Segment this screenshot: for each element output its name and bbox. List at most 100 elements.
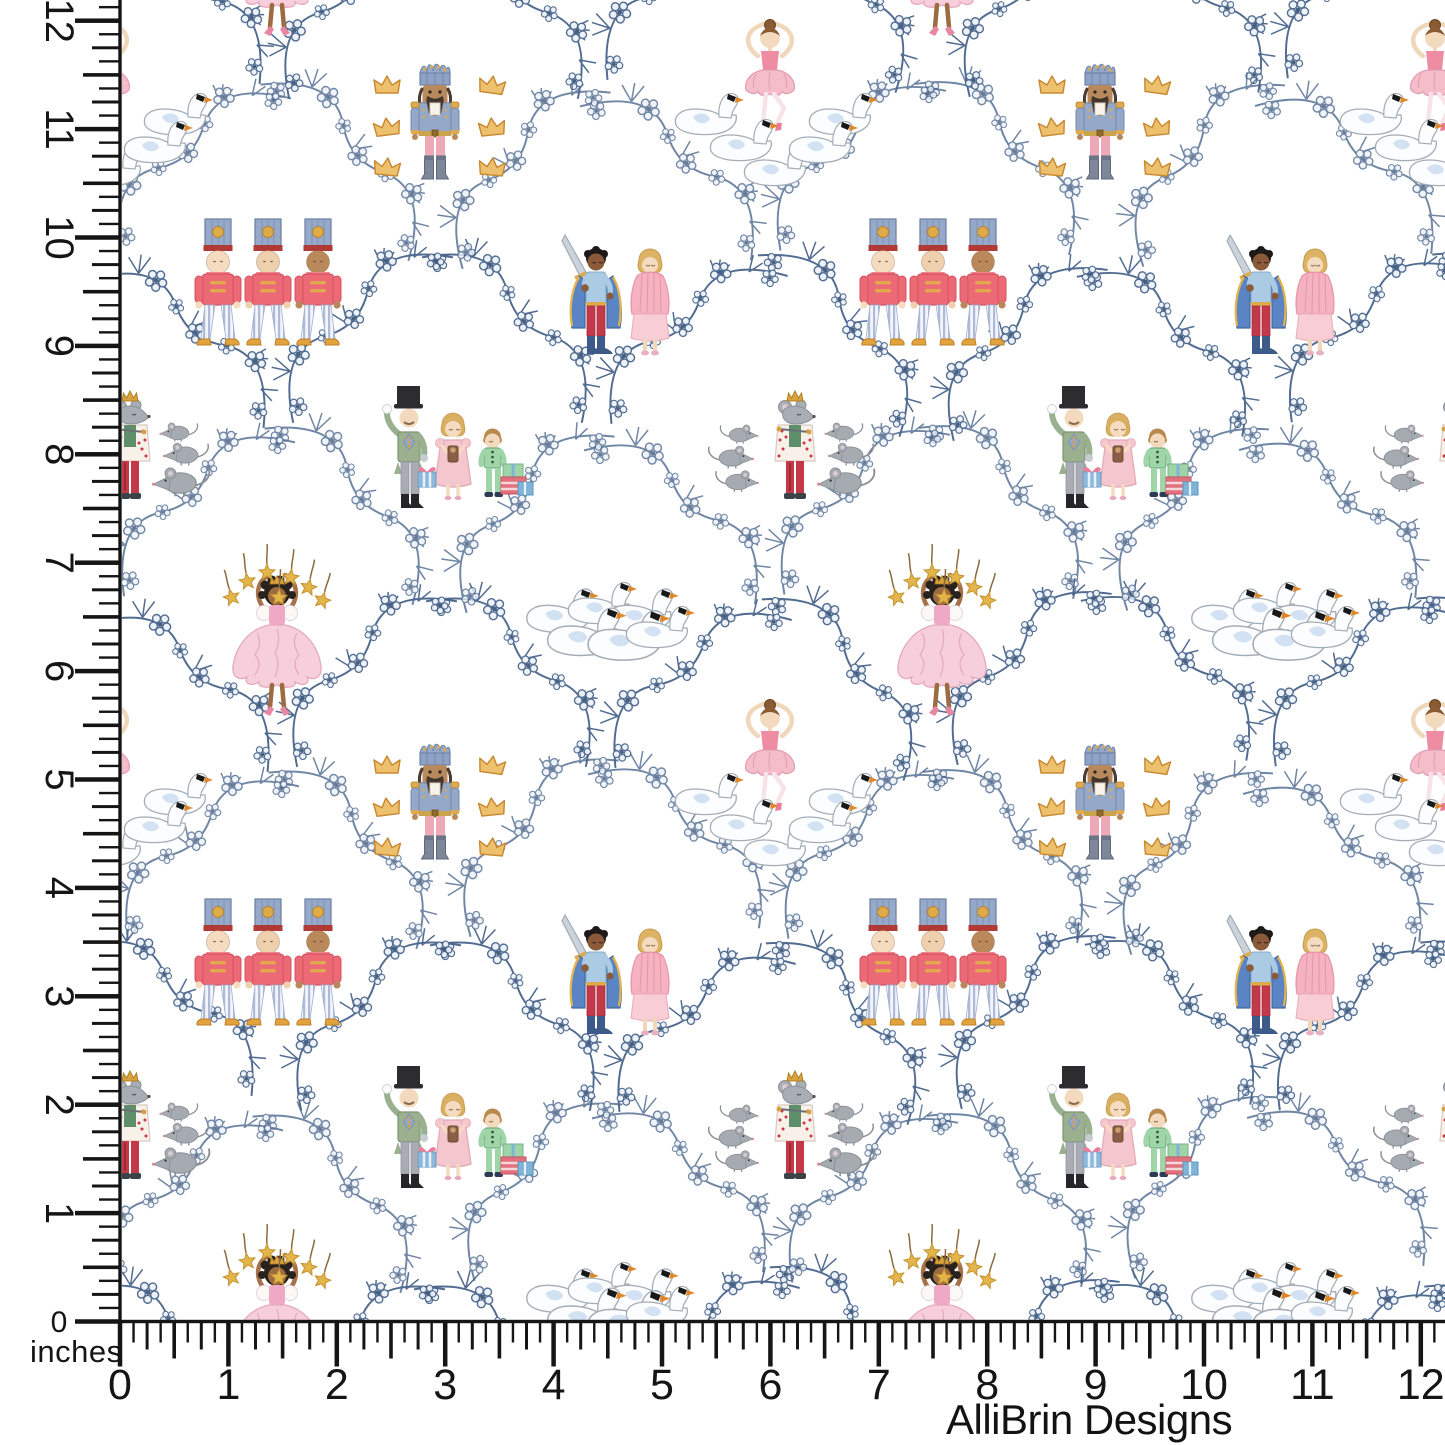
mouse-icon: [1380, 1150, 1425, 1173]
star-icon: [215, 567, 242, 607]
crown-icon: [1037, 115, 1067, 138]
swan-icon: [674, 92, 745, 136]
ballerina-with-swans-motif: [674, 20, 879, 187]
vertical-ruler-number: 9: [37, 335, 81, 357]
crown-icon: [372, 795, 402, 818]
crown-icon: [372, 155, 402, 178]
swan-icon: [674, 772, 745, 816]
nutcracker-with-crowns-motif: [1037, 62, 1172, 181]
mouse-icon: [1372, 1125, 1420, 1150]
crown-icon: [372, 835, 402, 858]
toy-soldiers-motif: [859, 218, 1007, 346]
star-icon: [923, 543, 941, 581]
star-icon: [258, 1223, 276, 1261]
floral-garland-icon: [580, 917, 796, 1112]
swan-flock-motif: [1191, 1261, 1361, 1321]
sugar-plum-fairy-motif: [880, 1223, 1004, 1321]
ruler-units-label: inches: [30, 1334, 123, 1369]
toy-soldiers-motif: [194, 898, 342, 1026]
star-icon: [258, 543, 276, 581]
mouse-icon: [707, 1125, 755, 1150]
mouse-icon: [827, 1122, 875, 1147]
vertical-ruler-number: 10: [37, 215, 81, 260]
star-icon: [880, 1247, 907, 1287]
swan-flock-motif: [526, 1261, 696, 1321]
floral-garland-icon: [1420, 903, 1445, 1119]
floral-garland-icon: [257, 902, 461, 1111]
swan-flock-motif: [1191, 581, 1361, 661]
star-icon: [880, 567, 907, 607]
mouse-king-with-mice-motif: [1372, 390, 1445, 500]
floral-garland-icon: [426, 558, 630, 767]
mouse-icon: [715, 1150, 760, 1173]
mouse-icon: [707, 445, 755, 470]
crown-icon: [1038, 75, 1066, 94]
mouse-icon: [719, 1104, 760, 1125]
crown-icon: [477, 795, 507, 818]
mouse-king-with-mice-motif: [122, 390, 211, 500]
crown-icon: [1142, 73, 1172, 96]
soldier-icon: [909, 218, 957, 346]
soldier-icon: [294, 898, 342, 1026]
prince-and-clara-motif: [1227, 915, 1334, 1036]
soldier-icon: [859, 218, 907, 346]
vertical-ruler-number: 6: [37, 660, 81, 682]
horizontal-ruler-number: 6: [758, 1361, 782, 1409]
vertical-ruler-number: 11: [37, 108, 81, 150]
crown-icon: [477, 73, 507, 96]
crown-icon: [477, 753, 507, 776]
vertical-ruler-number: 8: [37, 443, 81, 465]
mouse-icon: [719, 424, 760, 445]
horizontal-ruler-number: 7: [867, 1361, 891, 1409]
crown-icon: [1037, 155, 1067, 178]
family-with-gifts-motif: [1048, 386, 1199, 508]
crown-icon: [477, 836, 507, 857]
toy-soldiers-motif: [859, 898, 1007, 1026]
star-icon: [234, 1231, 257, 1271]
star-icon: [311, 570, 339, 610]
nutcracker-with-crowns-motif: [1037, 742, 1172, 861]
soldier-icon: [959, 898, 1007, 1026]
family-with-gifts-motif: [1048, 1066, 1199, 1188]
mouse-icon: [816, 467, 876, 498]
star-icon: [298, 1237, 323, 1277]
star-icon: [946, 1227, 968, 1266]
nutcracker-with-crowns-motif: [372, 742, 507, 861]
soldier-icon: [194, 898, 242, 1026]
crown-icon: [373, 755, 401, 774]
vertical-ruler-number: 3: [37, 985, 81, 1007]
star-icon: [234, 551, 257, 591]
floral-garland-icon: [1432, 215, 1445, 431]
mouse-icon: [1372, 445, 1420, 470]
mouse-icon: [823, 422, 864, 443]
mouse-icon: [715, 470, 760, 493]
horizontal-ruler-number: 11: [1290, 1361, 1335, 1409]
soldier-icon: [244, 898, 292, 1026]
mouse-king-with-mice-motif: [122, 1070, 211, 1180]
soldier-icon: [959, 218, 1007, 346]
family-with-gifts-motif: [383, 386, 534, 508]
crown-icon: [1142, 156, 1172, 177]
crown-icon: [1142, 115, 1172, 138]
swan-icon: [1339, 92, 1410, 136]
star-icon: [899, 551, 922, 591]
prince-and-clara-motif: [562, 235, 669, 356]
floral-garland-icon: [1247, 1071, 1445, 1266]
star-icon: [963, 557, 988, 597]
mouse-icon: [827, 442, 875, 467]
floral-garland-icon: [568, 0, 784, 80]
ballerina-with-swans-motif: [122, 20, 214, 187]
soldier-icon: [294, 218, 342, 346]
star-icon: [976, 1250, 1004, 1290]
mouse-king-with-mice-motif: [707, 1070, 876, 1180]
vertical-ruler-number: 12: [37, 0, 81, 43]
horizontal-ruler-number: 2: [325, 1361, 349, 1409]
crown-icon: [1142, 753, 1172, 776]
star-icon: [899, 1231, 922, 1271]
sugar-plum-fairy-motif: [215, 1223, 339, 1321]
vertical-ruler-zero-label: 0: [50, 1306, 68, 1339]
prince-and-clara-motif: [1227, 235, 1334, 356]
star-icon: [923, 1223, 941, 1261]
prince-and-clara-motif: [562, 915, 669, 1036]
